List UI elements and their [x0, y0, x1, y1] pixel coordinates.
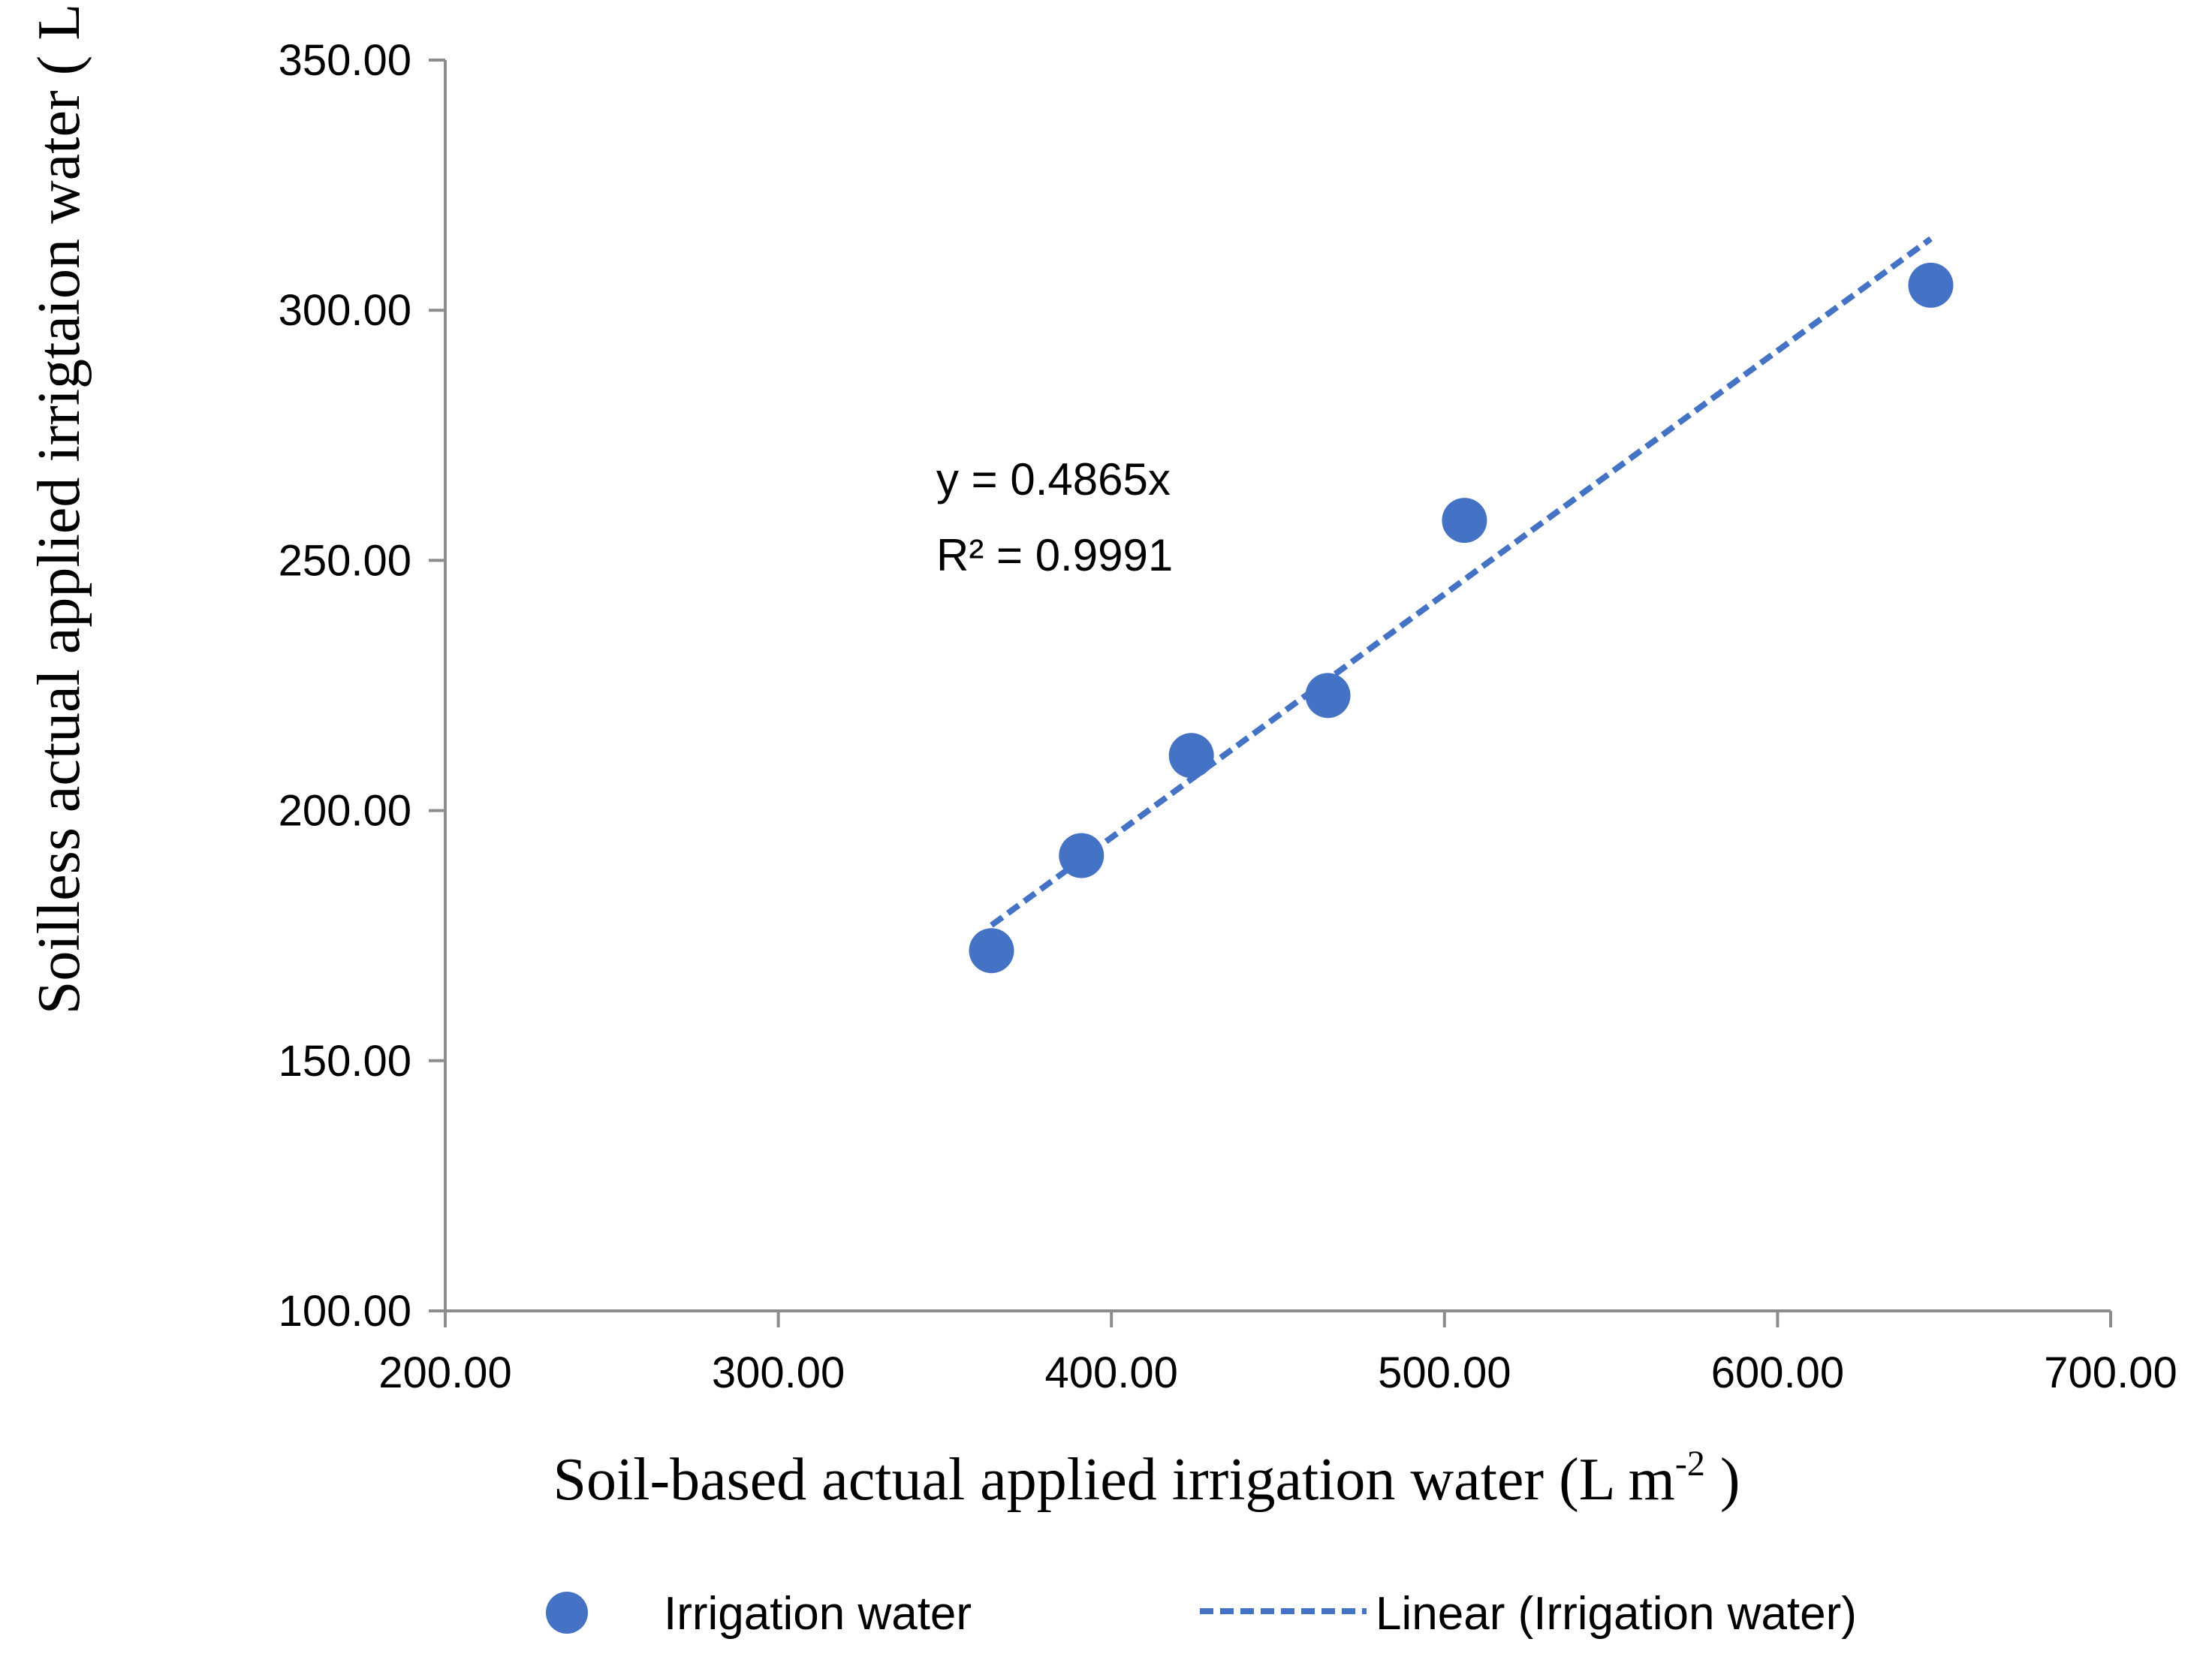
x-axis-ticks: 200.00 300.00 400.00 500.00 600.00 700.00 [378, 1311, 2177, 1397]
trendline [990, 236, 1933, 928]
x-axis-title: Soil-based actual applied irrigation wat… [553, 1444, 1740, 1513]
trend-equation: y = 0.4865x [936, 454, 1171, 505]
scatter-point [1305, 673, 1351, 719]
scatter-point [1908, 262, 1954, 308]
legend-marker-scatter [546, 1592, 588, 1634]
x-tick-label: 700.00 [2044, 1348, 2177, 1397]
x-tick-label: 600.00 [1711, 1348, 1844, 1397]
scatter-point [969, 928, 1014, 974]
y-axis-title: Soilless actual applied irrigtaion water… [23, 0, 92, 1014]
x-tick-label: 200.00 [378, 1348, 511, 1397]
trendline-group [990, 236, 1933, 928]
y-tick-label: 100.00 [279, 1287, 411, 1336]
scatter-point [1059, 833, 1104, 878]
data-points [969, 262, 1954, 974]
y-tick-label: 250.00 [279, 536, 411, 585]
trend-r2: R² = 0.9991 [936, 530, 1173, 580]
x-tick-label: 500.00 [1378, 1348, 1511, 1397]
y-axis-ticks: 100.00 150.00 200.00 250.00 300.00 350.00 [279, 36, 445, 1336]
scatter-point [1168, 733, 1214, 779]
y-tick-label: 150.00 [279, 1037, 411, 1086]
y-tick-label: 300.00 [279, 286, 411, 335]
x-tick-label: 400.00 [1044, 1348, 1177, 1397]
y-tick-label: 200.00 [279, 787, 411, 836]
y-tick-label: 350.00 [279, 36, 411, 85]
legend-label-scatter: Irrigation water [664, 1588, 972, 1640]
x-tick-label: 300.00 [712, 1348, 845, 1397]
legend: Irrigation water Linear (Irrigation wate… [546, 1588, 1857, 1640]
legend-label-trend: Linear (Irrigation water) [1376, 1588, 1857, 1640]
scatter-point [1442, 498, 1487, 544]
